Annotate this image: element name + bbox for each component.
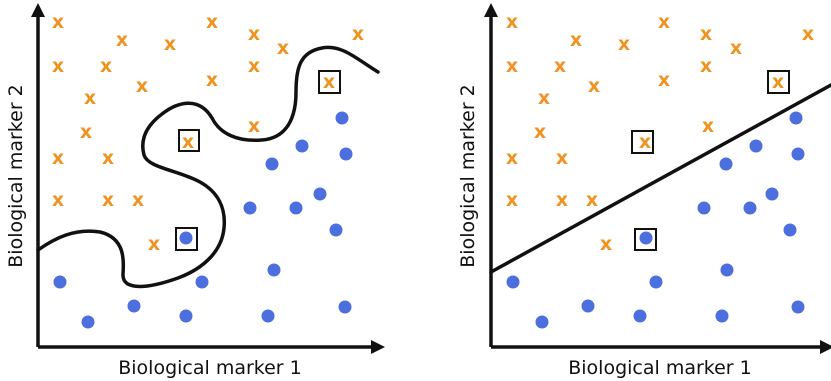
left-dot-marker (267, 263, 281, 277)
right-x-marker: x (554, 55, 566, 77)
left-dot-marker (295, 139, 309, 153)
left-x-marker: x (206, 69, 218, 91)
right-x-marker: x (702, 115, 714, 137)
right-x-marker: x (700, 23, 712, 45)
right-x-marker: x (570, 29, 582, 51)
right-highlighted-corner-x-box (767, 70, 790, 94)
left-x-marker: x (52, 11, 64, 33)
right-dot-marker (581, 299, 595, 313)
right-x-marker: x (506, 189, 518, 211)
right-x-marker: x (506, 11, 518, 33)
left-dot-marker (329, 223, 343, 237)
right-dot-marker (749, 139, 763, 153)
left-dot-marker (81, 315, 95, 329)
right-x-marker: x (506, 55, 518, 77)
right-x-marker: x (700, 55, 712, 77)
right-y-axis-label: Biological marker 2 (457, 84, 479, 268)
left-x-marker: x (84, 87, 96, 109)
right-dot-marker (633, 309, 647, 323)
right-dot-marker (791, 300, 805, 314)
left-x-marker: x (323, 71, 335, 93)
left-x-marker: x (80, 121, 92, 143)
left-x-marker: x (248, 23, 260, 45)
left-x-marker: x (52, 55, 64, 77)
right-x-marker: x (556, 189, 568, 211)
right-x-marker: x (534, 121, 546, 143)
right-dot-marker (639, 231, 653, 245)
right-dot-marker (506, 275, 520, 289)
left-dot-marker (289, 201, 303, 215)
left-dot-marker (195, 275, 209, 289)
left-x-marker: x (248, 115, 260, 137)
right-dot-marker (791, 147, 805, 161)
left-dot-marker (338, 300, 352, 314)
right-dot-marker (649, 275, 663, 289)
right-dot-marker (697, 201, 711, 215)
left-x-marker: x (148, 233, 160, 255)
right-x-marker: x (506, 147, 518, 169)
left-x-marker: x (136, 75, 148, 97)
right-dot-marker (783, 223, 797, 237)
right-dot-marker (765, 187, 779, 201)
right-x-marker: x (538, 87, 550, 109)
left-x-marker: x (182, 131, 194, 153)
right-x-axis-label: Biological marker 1 (568, 357, 752, 379)
right-linear-decision-boundary (489, 83, 831, 274)
right-highlighted-x-box (631, 130, 654, 154)
left-dot-marker (339, 147, 353, 161)
left-dot-marker (127, 299, 141, 313)
left-x-marker: x (100, 55, 112, 77)
left-dot-marker (243, 201, 257, 215)
right-x-marker: x (639, 131, 651, 153)
right-x-marker: x (556, 147, 568, 169)
left-x-marker: x (132, 189, 144, 211)
left-y-axis-label: Biological marker 2 (5, 84, 27, 268)
left-x-marker: x (277, 37, 289, 59)
left-dot-marker (313, 187, 327, 201)
left-highlighted-dot-box (175, 227, 198, 251)
right-highlighted-dot-box (634, 228, 657, 251)
right-x-marker: x (772, 71, 784, 93)
left-highlighted-corner-x-box (318, 70, 341, 94)
left-x-marker: x (52, 189, 64, 211)
left-dot-marker (335, 111, 349, 125)
right-x-marker: x (588, 75, 600, 97)
right-x-marker: x (730, 37, 742, 59)
right-x-marker: x (658, 11, 670, 33)
right-dot-marker (535, 315, 549, 329)
right-dot-marker (789, 111, 803, 125)
right-x-marker: x (618, 33, 630, 55)
left-panel: Biological marker 1 Biological marker 2 … (5, 2, 385, 379)
left-highlighted-x-box (178, 129, 200, 152)
right-x-marker: x (600, 233, 612, 255)
right-dot-marker (743, 201, 757, 215)
left-dot-marker (53, 275, 67, 289)
right-dot-marker (715, 309, 729, 323)
left-x-marker: x (206, 11, 218, 33)
left-dot-marker (261, 309, 275, 323)
right-x-marker: x (802, 23, 814, 45)
left-dot-marker (179, 231, 193, 245)
left-x-axis-label: Biological marker 1 (118, 357, 302, 379)
right-x-marker: x (586, 189, 598, 211)
right-dot-marker (720, 263, 734, 277)
left-x-marker: x (352, 23, 364, 45)
left-x-marker: x (102, 189, 114, 211)
left-x-marker: x (164, 33, 176, 55)
left-dot-marker (179, 309, 193, 323)
left-x-marker: x (52, 147, 64, 169)
right-panel: Biological marker 1 Biological marker 2 … (457, 2, 831, 379)
left-dot-marker (265, 157, 279, 171)
right-dot-marker (719, 157, 733, 171)
left-x-marker: x (248, 55, 260, 77)
right-x-marker: x (658, 69, 670, 91)
left-x-marker: x (116, 29, 128, 51)
left-x-marker: x (102, 147, 114, 169)
left-nonlinear-decision-boundary (36, 45, 380, 289)
